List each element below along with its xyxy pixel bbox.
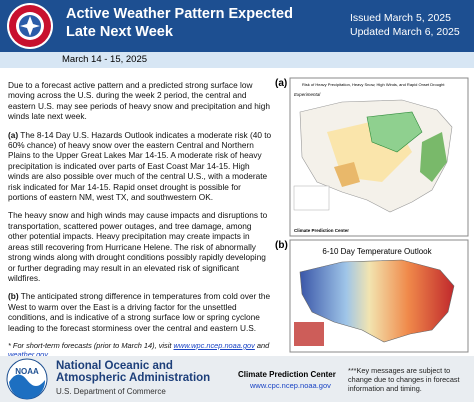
- paragraph: The heavy snow and high winds may cause …: [8, 210, 268, 283]
- text: and: [254, 340, 270, 350]
- paragraph: Due to a forecast active pattern and a p…: [8, 80, 270, 122]
- snow-area: [366, 111, 423, 153]
- temp-map: [299, 259, 455, 343]
- maps: (a) Risk of Heavy Precipitation, Heavy S…: [275, 77, 469, 353]
- text: .: [47, 349, 50, 359]
- map-label: (a): [275, 78, 287, 89]
- org-line: Atmospheric Administration: [56, 372, 211, 384]
- org-line: National Oceanic and: [56, 360, 173, 372]
- map-title: 6-10 Day Temperature Outlook: [322, 247, 432, 256]
- text: The anticipated strong difference in tem…: [8, 291, 271, 333]
- drought-area: [334, 162, 360, 187]
- text: * For short-term forecasts (prior to Mar…: [8, 340, 174, 350]
- map-source: Climate Prediction Center: [294, 228, 349, 233]
- logo-text: NOAA: [15, 367, 39, 376]
- link[interactable]: www.wpc.ncep.noaa.gov: [173, 340, 255, 350]
- issued: Issued March 5, 2025: [350, 12, 451, 24]
- label: (a): [8, 129, 19, 140]
- alaska: [294, 322, 324, 346]
- url: www.cpc.ncep.noaa.gov: [250, 381, 331, 390]
- dept: U.S. Department of Commerce: [56, 387, 166, 396]
- label: (b): [8, 291, 19, 302]
- link[interactable]: weather.gov: [8, 349, 48, 359]
- precip-area: [420, 132, 447, 182]
- header: Active Weather Pattern Expected Late Nex…: [0, 0, 474, 52]
- title: Active Weather Pattern Expected: [66, 6, 293, 22]
- footnote: * For short-term forecasts (prior to Mar…: [8, 341, 272, 359]
- date-band: March 14 - 15, 2025: [0, 52, 474, 68]
- paragraph: (b) The anticipated strong difference in…: [8, 291, 272, 333]
- updated: Updated March 6, 2025: [350, 26, 460, 38]
- map-label: (b): [275, 240, 288, 251]
- center: Climate Prediction Center: [238, 370, 336, 379]
- noaa-logo: NOAA: [6, 358, 48, 400]
- nws-logo: [7, 3, 53, 49]
- map-title: Risk of Heavy Precipitation, Heavy Snow,…: [302, 82, 445, 87]
- note: ***Key messages are subject to change du…: [348, 366, 460, 393]
- map-tag: Experimental: [294, 92, 321, 97]
- footer: NOAA National Oceanic and Atmospheric Adm…: [0, 356, 474, 402]
- legend: [293, 185, 330, 211]
- title: Late Next Week: [66, 24, 173, 40]
- text: The 8-14 Day U.S. Hazards Outlook indica…: [8, 129, 272, 203]
- org: National Oceanic and Atmospheric Administ…: [56, 360, 210, 384]
- paragraph: (a) The 8-14 Day U.S. Hazards Outlook in…: [8, 130, 272, 203]
- date: March 14 - 15, 2025: [62, 54, 148, 65]
- text-column: Due to a forecast active pattern and a p…: [8, 80, 272, 367]
